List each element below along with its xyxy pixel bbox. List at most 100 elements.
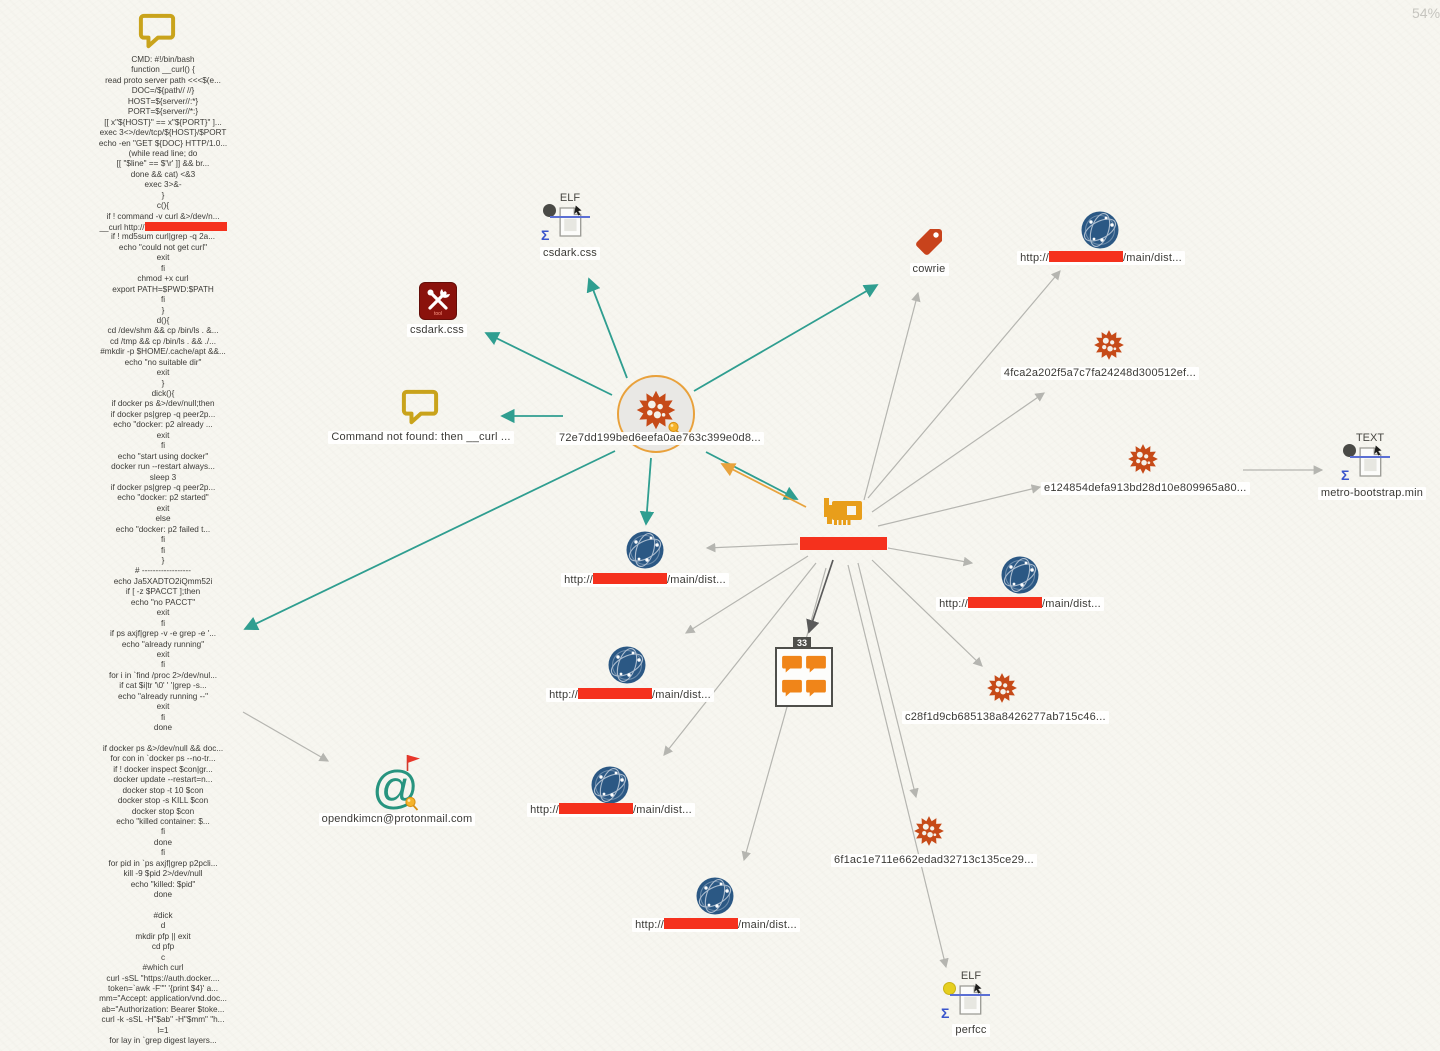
node-email[interactable]: @ xyxy=(370,752,430,814)
script-line: PORT=${server//*:} xyxy=(127,107,199,117)
node-hash-6f1a[interactable] xyxy=(912,814,946,848)
edge-nic-perfcc[interactable] xyxy=(847,564,949,969)
edge-main-script[interactable] xyxy=(243,450,616,631)
edge-nic-url1[interactable] xyxy=(705,542,799,553)
status-dot-icon xyxy=(1343,444,1356,457)
node-comment-group[interactable]: 33 xyxy=(775,637,833,707)
comment-script-icon[interactable] xyxy=(138,13,176,49)
file-type-label: ELF xyxy=(960,970,982,982)
script-line: exit xyxy=(156,253,170,263)
status-dot-icon xyxy=(943,982,956,995)
script-line: mkdir pfp || exit xyxy=(135,931,191,941)
node-url-bottom[interactable] xyxy=(695,876,735,916)
node-label-url-left3: http:///main/dist... xyxy=(511,803,711,817)
tag-icon[interactable] xyxy=(913,227,945,259)
script-line: if [ -z $PACCT ];then xyxy=(125,587,201,597)
script-line: d xyxy=(160,921,166,931)
edge-main-tool-csdark[interactable] xyxy=(484,332,613,396)
script-line: fi xyxy=(160,535,166,545)
script-line: if docker ps|grep -q peer2p... xyxy=(110,482,216,492)
edge-script-email[interactable] xyxy=(242,711,330,762)
script-line: } xyxy=(161,190,165,200)
script-line: docker stop $con xyxy=(131,806,195,816)
edge-main-cowrie[interactable] xyxy=(693,284,879,392)
script-line: done && cat) <&3 xyxy=(130,169,196,179)
script-line: cd /tmp && cp /bin/ls . && ./... xyxy=(109,336,217,346)
edge-main-elf-csdark[interactable] xyxy=(586,277,628,379)
script-line: fi xyxy=(160,441,166,451)
script-line: ab="Authorization: Bearer $toke... xyxy=(101,1004,225,1014)
script-line: if ! command -v curl &>/dev/n... xyxy=(106,211,220,221)
tool-icon: tool xyxy=(419,282,457,320)
node-label-comment-cmd: Command not found: then __curl ... xyxy=(291,431,551,444)
node-hash-e124[interactable] xyxy=(1126,442,1160,476)
file-icon xyxy=(956,983,984,1017)
redaction-bar xyxy=(578,688,653,699)
flag-icon xyxy=(406,755,420,771)
script-line: read proto server path <<<$(e... xyxy=(105,75,221,85)
script-line: fi xyxy=(160,712,166,722)
script-line xyxy=(44,733,282,743)
script-line: d(){ xyxy=(156,315,170,325)
comment-bubble-icon xyxy=(781,655,803,673)
node-label-metro: metro-bootstrap.min xyxy=(1272,487,1440,500)
zoom-level-indicator: 54% xyxy=(1412,5,1440,21)
node-hash-c28f[interactable] xyxy=(985,671,1019,705)
edge-nic-hash-4fca[interactable] xyxy=(871,392,1045,513)
script-line: } xyxy=(161,556,165,565)
edge-nic-hash-e124[interactable] xyxy=(877,484,1042,527)
edge-main-url1[interactable] xyxy=(639,457,655,526)
script-line: docker stop -t 10 $con xyxy=(122,785,204,795)
node-url-mid[interactable] xyxy=(625,530,665,570)
network-card-icon[interactable] xyxy=(820,496,866,532)
comment-cmd-icon[interactable] xyxy=(401,389,439,425)
edge-nic-main[interactable] xyxy=(720,463,807,508)
edge-nic-url4[interactable] xyxy=(741,567,827,862)
edge-nic-group33[interactable] xyxy=(806,559,834,634)
script-line: kill -9 $pid 2>/dev/null xyxy=(123,869,203,879)
edge-nic-url-right[interactable] xyxy=(887,547,974,567)
node-label-url-right: http:///main/dist... xyxy=(920,597,1120,611)
node-text-metro[interactable]: TEXT Σ xyxy=(1340,432,1400,498)
node-url-top[interactable] xyxy=(1080,210,1120,250)
script-line: #which curl xyxy=(142,963,184,973)
script-line: if cat $i|tr '\0' ' '|grep -s... xyxy=(119,681,207,691)
script-line: curl -sSL "https://auth.docker.... xyxy=(106,973,220,983)
script-line: done xyxy=(153,890,173,899)
script-line: fi xyxy=(160,263,166,273)
edge-main-nic[interactable] xyxy=(705,451,799,500)
script-line: fi xyxy=(160,295,166,305)
node-url-left3[interactable] xyxy=(590,765,630,805)
tool-badge: tool xyxy=(433,311,443,317)
node-elf-perfcc[interactable]: ELF Σ xyxy=(940,970,1000,1036)
edge-nic-hash-6f1a[interactable] xyxy=(857,562,919,799)
comment-bubble-icon xyxy=(805,679,827,697)
script-line: docker update --restart=n... xyxy=(113,775,213,785)
script-line: DOC=/${path// //} xyxy=(131,86,195,96)
script-line: fi xyxy=(160,618,166,628)
node-label-url-top: http:///main/dist... xyxy=(1001,251,1201,265)
script-line: echo "start using docker" xyxy=(117,451,209,461)
edge-nic-url-top[interactable] xyxy=(867,270,1061,499)
edge-nic-hash-c28f[interactable] xyxy=(871,559,983,667)
script-line: exit xyxy=(156,702,170,712)
node-tool-csdark[interactable]: tool xyxy=(419,282,457,320)
script-line: } xyxy=(161,378,165,388)
edge-nic-url2[interactable] xyxy=(684,555,809,634)
edge-nic-url3[interactable] xyxy=(663,562,817,756)
script-line: echo "no PACCT" xyxy=(130,597,196,607)
script-line: if docker ps &>/dev/null;then xyxy=(111,399,215,409)
redaction-bar xyxy=(800,537,887,550)
node-elf-csdark[interactable]: ELF Σ xyxy=(540,192,600,258)
node-url-left2[interactable] xyxy=(607,645,647,685)
strikethrough-line-icon xyxy=(550,216,590,218)
edge-nic-cowrie[interactable] xyxy=(863,291,921,501)
script-line: echo "killed: $pid" xyxy=(130,879,196,889)
node-label-email: opendkimcn@protonmail.com xyxy=(297,813,497,826)
node-hash-4fca[interactable] xyxy=(1092,328,1126,362)
node-url-right[interactable] xyxy=(1000,555,1040,595)
node-label-main-sample: 72e7dd199bed6eefa0ae763c399e0d8... xyxy=(556,432,764,445)
script-line: fi xyxy=(160,848,166,858)
script-line: # ------------------ xyxy=(135,566,191,576)
